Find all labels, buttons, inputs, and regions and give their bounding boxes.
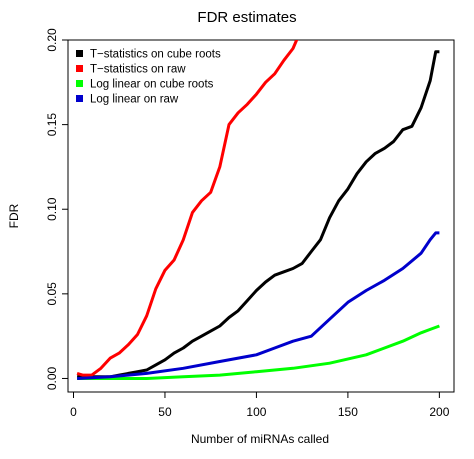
legend-swatch <box>76 50 83 57</box>
plot-frame <box>67 39 455 393</box>
x-tick-label: 0 <box>70 405 77 419</box>
series-line-1 <box>77 50 440 379</box>
y-tick-label: 0.10 <box>45 197 59 221</box>
x-tick-label: 50 <box>158 405 172 419</box>
legend-swatch <box>76 65 83 72</box>
y-axis: 0.00 0.05 0.10 0.15 0.20 <box>45 28 68 390</box>
series-line-4 <box>77 231 440 380</box>
legend-label: T−statistics on cube roots <box>90 49 221 61</box>
series-line-2 <box>76 40 299 377</box>
series-line-3 <box>77 324 440 380</box>
legend-swatch <box>76 95 83 102</box>
y-axis-label: FDR <box>7 203 21 228</box>
x-tick-label: 150 <box>338 405 358 419</box>
y-tick-label: 0.20 <box>45 28 59 52</box>
legend-label: Log linear on cube roots <box>90 79 214 91</box>
x-axis: 0 50 100 150 200 <box>70 392 450 419</box>
legend: T−statistics on cube roots T−statistics o… <box>76 49 221 106</box>
y-tick-label: 0.05 <box>45 282 59 306</box>
x-tick-label: 200 <box>429 405 449 419</box>
y-tick-label: 0.00 <box>45 366 59 390</box>
legend-label: T−statistics on raw <box>90 64 186 76</box>
y-tick-label: 0.15 <box>45 113 59 137</box>
x-tick-label: 100 <box>246 405 266 419</box>
x-axis-label: Number of miRNAs called <box>191 432 329 446</box>
legend-label: Log linear on raw <box>90 94 179 106</box>
legend-swatch <box>76 80 83 87</box>
series-lines <box>76 40 440 380</box>
chart-title: FDR estimates <box>197 9 296 26</box>
